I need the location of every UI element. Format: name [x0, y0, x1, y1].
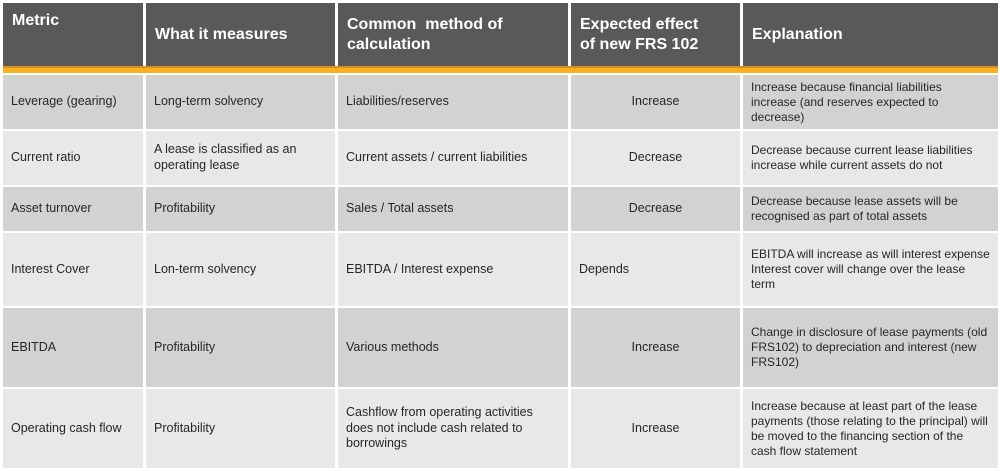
- header-label: What it measures: [155, 25, 288, 43]
- cell-explanation: Change in disclosure of lease payments (…: [743, 308, 998, 387]
- cell-measures: Profitability: [146, 308, 335, 387]
- header-label: Expected effect of new FRS 102: [580, 15, 699, 53]
- header-label: Common method of calculation: [347, 15, 503, 53]
- cell-measures: Profitability: [146, 389, 335, 468]
- cell-metric: Leverage (gearing): [3, 75, 143, 129]
- cell-calculation: EBITDA / Interest expense: [338, 233, 568, 306]
- header-cell-effect: Expected effect of new FRS 102: [571, 3, 740, 66]
- cell-metric: Operating cash flow: [3, 389, 143, 468]
- cell-calculation: Sales / Total assets: [338, 187, 568, 231]
- table-body: Leverage (gearing) Long-term solvency Li…: [3, 75, 998, 468]
- cell-explanation: EBITDA will increase as will interest ex…: [743, 233, 998, 306]
- cell-effect: Decrease: [571, 131, 740, 185]
- cell-effect: Increase: [571, 308, 740, 387]
- cell-explanation: Decrease because lease assets will be re…: [743, 187, 998, 231]
- cell-effect: Increase: [571, 75, 740, 129]
- cell-metric: Asset turnover: [3, 187, 143, 231]
- header-cell-explanation: Explanation: [743, 3, 998, 66]
- cell-metric: EBITDA: [3, 308, 143, 387]
- cell-effect: Decrease: [571, 187, 740, 231]
- cell-measures: Profitability: [146, 187, 335, 231]
- cell-calculation: Various methods: [338, 308, 568, 387]
- cell-explanation: Increase because financial liabilities i…: [743, 75, 998, 129]
- cell-metric: Current ratio: [3, 131, 143, 185]
- cell-effect: Increase: [571, 389, 740, 468]
- header-cell-calculation: Common method of calculation: [338, 3, 568, 66]
- cell-explanation: Decrease because current lease liabiliti…: [743, 131, 998, 185]
- cell-measures: A lease is classified as an operating le…: [146, 131, 335, 185]
- cell-effect: Depends: [571, 233, 740, 306]
- header-cell-metric: Metric: [3, 3, 143, 66]
- cell-metric: Interest Cover: [3, 233, 143, 306]
- cell-calculation: Liabilities/reserves: [338, 75, 568, 129]
- header-label: Metric: [12, 12, 60, 29]
- cell-measures: Long-term solvency: [146, 75, 335, 129]
- cell-measures: Lon-term solvency: [146, 233, 335, 306]
- cell-calculation: Cashflow from operating activities does …: [338, 389, 568, 468]
- table-header-row: Metric What it measures Common method of…: [3, 3, 998, 66]
- metrics-table: Metric What it measures Common method of…: [3, 3, 998, 468]
- header-cell-measures: What it measures: [146, 3, 335, 66]
- header-label: Explanation: [752, 25, 843, 43]
- cell-explanation: Increase because at least part of the le…: [743, 389, 998, 468]
- accent-divider: [3, 66, 998, 73]
- cell-calculation: Current assets / current liabilities: [338, 131, 568, 185]
